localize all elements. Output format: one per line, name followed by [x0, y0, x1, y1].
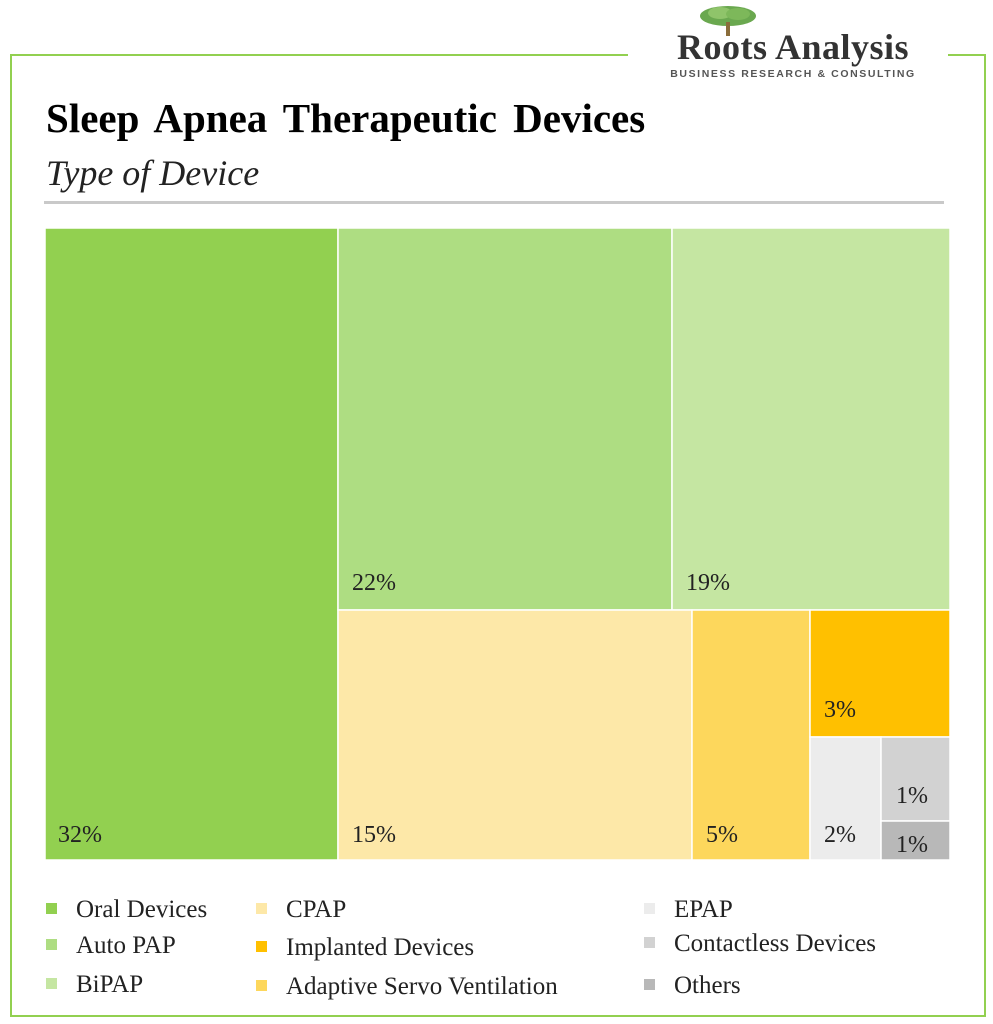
treemap-label-auto-pap: 22% [352, 570, 396, 596]
legend-label: EPAP [674, 896, 733, 923]
legend-label: Oral Devices [76, 896, 208, 923]
treemap-label-adaptive-servo-ventilation: 3% [824, 697, 856, 723]
legend-swatch [256, 941, 267, 952]
legend-swatch [256, 903, 267, 914]
treemap-cell-cpap: 15% [337, 609, 693, 861]
roots-analysis-logo: Roots Analysis BUSINESS RESEARCH & CONSU… [628, 0, 948, 86]
legend-swatch [46, 903, 57, 914]
legend-label: BiPAP [76, 971, 144, 998]
legend-swatch [46, 978, 57, 989]
treemap-rect-cpap [337, 609, 693, 861]
legend-label: Auto PAP [76, 932, 176, 959]
treemap-rect-others [880, 820, 951, 861]
treemap-label-contactless-devices: 1% [896, 783, 928, 809]
chart-title: Sleep Apnea Therapeutic Devices [46, 95, 646, 141]
legend-label: Contactless Devices [674, 930, 877, 957]
logo-tagline: BUSINESS RESEARCH & CONSULTING [670, 68, 916, 80]
legend-swatch [644, 903, 655, 914]
treemap-label-implanted-devices: 5% [706, 822, 738, 848]
legend-swatch [644, 937, 655, 948]
treemap-cell-oral-devices: 32% [44, 227, 339, 861]
treemap-label-others: 1% [896, 832, 928, 858]
treemap-label-epap: 2% [824, 822, 856, 848]
title-divider [44, 201, 944, 204]
legend-label: Others [674, 972, 741, 999]
treemap-rect-implanted-devices [691, 609, 811, 861]
treemap-label-cpap: 15% [352, 822, 396, 848]
treemap-cell-contactless-devices: 1% [880, 736, 951, 822]
legend-swatch [644, 979, 655, 990]
treemap-rect-epap [809, 736, 882, 861]
treemap-cell-epap: 2% [809, 736, 882, 861]
treemap-cell-implanted-devices: 5% [691, 609, 811, 861]
treemap-cell-others: 1% [880, 820, 951, 861]
treemap-label-bipap: 19% [686, 570, 730, 596]
legend-label: Implanted Devices [286, 934, 475, 961]
treemap-cell-auto-pap: 22% [337, 227, 673, 611]
chart-frame [10, 54, 986, 1017]
treemap-cell-adaptive-servo-ventilation: 3% [809, 609, 951, 738]
legend-label: Adaptive Servo Ventilation [286, 973, 558, 1000]
logo-brand: Roots Analysis [676, 27, 910, 67]
chart-subtitle: Type of Device [46, 153, 260, 193]
treemap-rect-auto-pap [337, 227, 673, 611]
treemap-cell-bipap: 19% [671, 227, 951, 611]
treemap-label-oral-devices: 32% [58, 822, 102, 848]
legend-swatch [256, 980, 267, 991]
treemap-rect-contactless-devices [880, 736, 951, 822]
treemap-rect-bipap [671, 227, 951, 611]
legend-swatch [46, 939, 57, 950]
treemap-rect-oral-devices [44, 227, 339, 861]
legend-label: CPAP [286, 896, 347, 923]
tree-icon [700, 6, 756, 36]
